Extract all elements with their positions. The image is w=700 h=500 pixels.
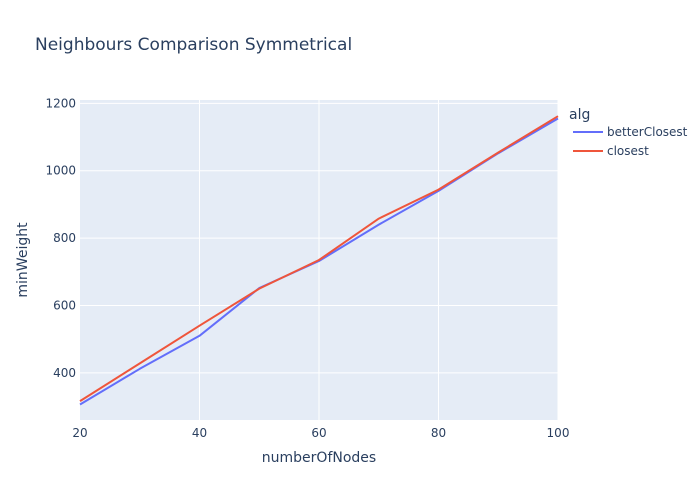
y-axis-title: minWeight [15,222,31,298]
axis-ticks: 20 40 60 80 100 400 600 800 1000 1200 [45,96,569,440]
x-tick-label-20: 20 [72,426,87,440]
legend-label-closest: closest [607,144,649,158]
series-lines [79,115,559,406]
y-tick-label-400: 400 [53,366,76,380]
y-tick-label-1000: 1000 [45,164,76,178]
x-axis-title: numberOfNodes [262,450,376,466]
x-tick-label-40: 40 [192,426,207,440]
y-tick-label-1200: 1200 [45,96,76,110]
x-tick-label-100: 100 [547,426,570,440]
y-tick-label-600: 600 [53,298,76,312]
legend-title: alg [569,107,590,123]
y-tick-label-800: 800 [53,231,76,245]
legend: alg betterClosest closest [569,107,688,158]
chart-title: Neighbours Comparison Symmetrical [35,35,352,55]
x-tick-label-60: 60 [311,426,326,440]
series-line-closest [79,115,559,402]
legend-label-betterClosest: betterClosest [607,125,688,139]
x-tick-label-80: 80 [431,426,446,440]
